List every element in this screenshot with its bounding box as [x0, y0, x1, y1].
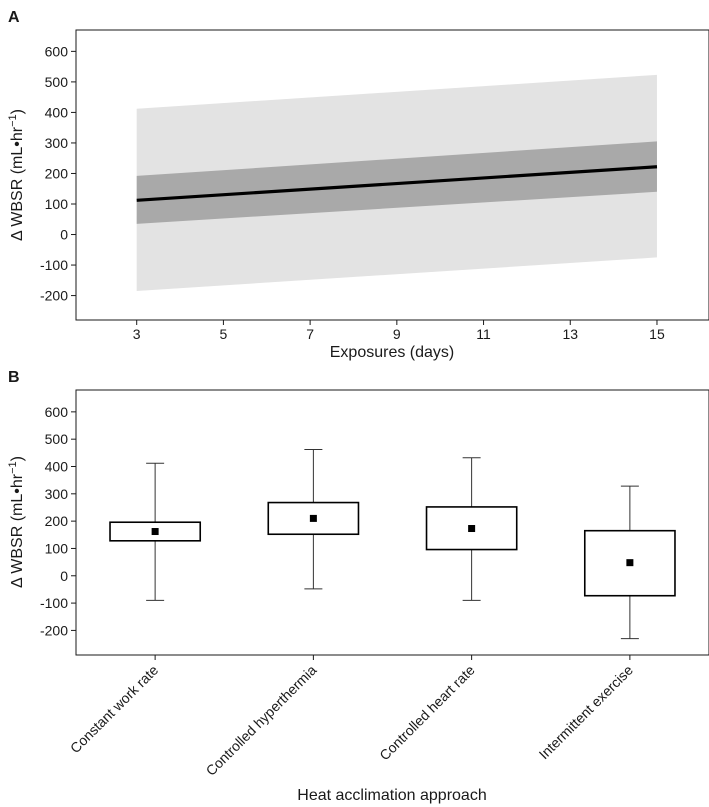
panel-a-y-tick-label: 300 — [45, 135, 69, 151]
panel-a-y-tick-label: -100 — [40, 257, 68, 273]
panel-b-category-label: Constant work rate — [67, 662, 162, 757]
panel-a-y-tick-label: 600 — [45, 43, 69, 59]
panel-b-y-tick-label: 600 — [45, 404, 69, 420]
panel-b: B -200 -100 0 100 200 300 400 500 600 Constant w… — [7, 369, 709, 804]
panel-a-y-axis: -200 -100 0 100 200 300 400 500 600 — [40, 43, 76, 304]
panel-a-y-tick-label: 0 — [60, 227, 68, 243]
panel-b-y-axis: -200 -100 0 100 200 300 400 500 600 — [40, 404, 76, 638]
panel-a-y-tick-label: 200 — [45, 165, 69, 181]
panel-a-line-group — [136, 165, 658, 202]
panel-b-x-axis-title: Heat acclimation approach — [297, 787, 486, 804]
panel-a: A -200 -100 0 100 200 300 400 500 600 3 5 7 9 11 13 15… — [7, 9, 709, 361]
panel-a-y-axis-title: Δ WBSR (mL•hr−1) — [7, 109, 26, 241]
panel-b-category-label: Intermittent exercise — [536, 662, 637, 763]
panel-a-y-tick-label: 400 — [45, 104, 69, 120]
box-point — [626, 559, 634, 567]
panel-a-x-axis: 3 5 7 9 11 13 15 — [133, 320, 665, 342]
panel-b-y-tick-label: 500 — [45, 431, 69, 447]
panel-b-y-tick-label: 100 — [45, 540, 69, 556]
panel-a-y-tick-label: 500 — [45, 74, 69, 90]
panel-a-ylabel-close: ) — [9, 109, 26, 114]
panel-a-x-tick-label: 13 — [562, 326, 578, 342]
box-point — [151, 528, 159, 536]
panel-b-frame — [75, 389, 709, 656]
panel-b-category-label: Controlled hyperthermia — [203, 662, 320, 779]
panel-b-ylabel-close: ) — [9, 456, 26, 461]
panel-a-x-tick-label: 7 — [306, 326, 314, 342]
panel-a-letter: A — [8, 9, 20, 26]
panel-a-x-tick-label: 15 — [649, 326, 665, 342]
panel-b-y-tick-label: 400 — [45, 458, 69, 474]
panel-a-y-tick-label: 100 — [45, 196, 69, 212]
panel-a-x-axis-title: Exposures (days) — [330, 344, 455, 361]
panel-a-x-tick-label: 3 — [133, 326, 141, 342]
panel-a-x-tick-label: 9 — [393, 326, 401, 342]
panel-b-boxes — [109, 449, 676, 640]
panel-a-frame — [75, 29, 709, 321]
box-point — [309, 514, 317, 522]
box-point — [468, 525, 476, 533]
panel-b-y-tick-label: 0 — [60, 568, 68, 584]
panel-b-category-label: Controlled heart rate — [376, 662, 478, 764]
panel-b-y-axis-title: Δ WBSR (mL•hr−1) — [7, 456, 26, 588]
panel-a-estimate-line — [136, 165, 658, 202]
panel-b-ylabel-main: Δ WBSR (mL•hr — [9, 473, 26, 588]
panel-b-letter: B — [8, 369, 20, 386]
panel-a-x-tick-label: 11 — [476, 326, 491, 342]
panel-b-y-tick-label: 300 — [45, 486, 69, 502]
panel-a-x-tick-label: 5 — [220, 326, 228, 342]
panel-b-y-tick-label: 200 — [45, 513, 69, 529]
panel-a-ylabel-main: Δ WBSR (mL•hr — [9, 126, 26, 241]
panel-b-y-tick-label: -200 — [40, 622, 68, 638]
panel-a-y-tick-label: -200 — [40, 288, 68, 304]
panel-b-ylabel-sup: −1 — [7, 461, 19, 474]
panel-b-y-tick-label: -100 — [40, 595, 68, 611]
panel-a-ylabel-sup: −1 — [7, 114, 19, 127]
panel-b-x-axis: Constant work rate Controlled hyperthermi… — [67, 655, 636, 779]
